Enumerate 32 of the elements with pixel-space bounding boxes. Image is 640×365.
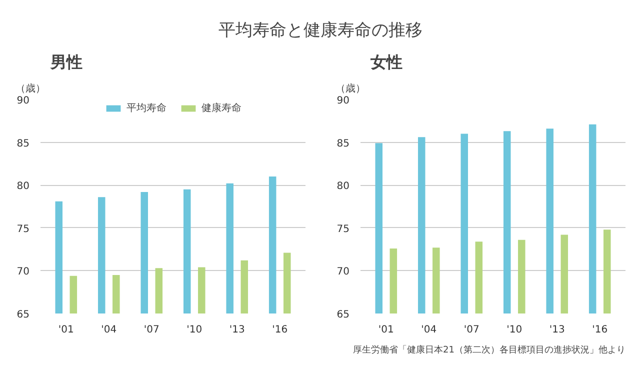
- y-tick-label: 70: [16, 266, 30, 278]
- x-tick-label: '16: [592, 324, 608, 336]
- y-tick-label: 85: [336, 138, 350, 150]
- chart-subtitle: 男性: [50, 52, 82, 72]
- y-tick-label: 85: [16, 138, 30, 150]
- y-tick-label: 75: [336, 224, 350, 235]
- y-tick-label: 90: [336, 96, 350, 106]
- y-tick-label: 65: [336, 310, 350, 320]
- x-tick-label: '16: [272, 324, 288, 336]
- x-tick-label: '10: [186, 324, 202, 336]
- y-tick-label: 80: [336, 181, 350, 192]
- x-tick-label: '01: [378, 324, 394, 336]
- y-axis-title: （歳）: [336, 82, 366, 94]
- y-tick-label: 80: [16, 181, 30, 192]
- text: 厚生労働省「健康日本21（第二次）各目標項目の進捗状況」他より: [353, 344, 626, 356]
- x-tick-label: '07: [144, 324, 160, 336]
- x-tick-label: '01: [58, 324, 74, 336]
- y-tick-label: 70: [336, 266, 350, 278]
- y-axis-title: （歳）: [16, 82, 46, 94]
- legend-label: 平均寿命: [126, 102, 166, 115]
- x-tick-label: '07: [464, 324, 480, 336]
- x-tick-label: '10: [506, 324, 522, 336]
- x-tick-label: '13: [229, 324, 245, 336]
- x-tick-label: '13: [549, 324, 565, 336]
- y-tick-label: 90: [16, 96, 30, 106]
- chart-subtitle: 女性: [370, 52, 402, 72]
- chart-title: 平均寿命と健康寿命の推移: [218, 20, 422, 40]
- x-tick-label: '04: [101, 324, 117, 336]
- y-tick-label: 65: [16, 310, 30, 320]
- y-tick-label: 75: [16, 224, 30, 235]
- x-tick-label: '04: [421, 324, 437, 336]
- legend-label: 健康寿命: [202, 102, 242, 115]
